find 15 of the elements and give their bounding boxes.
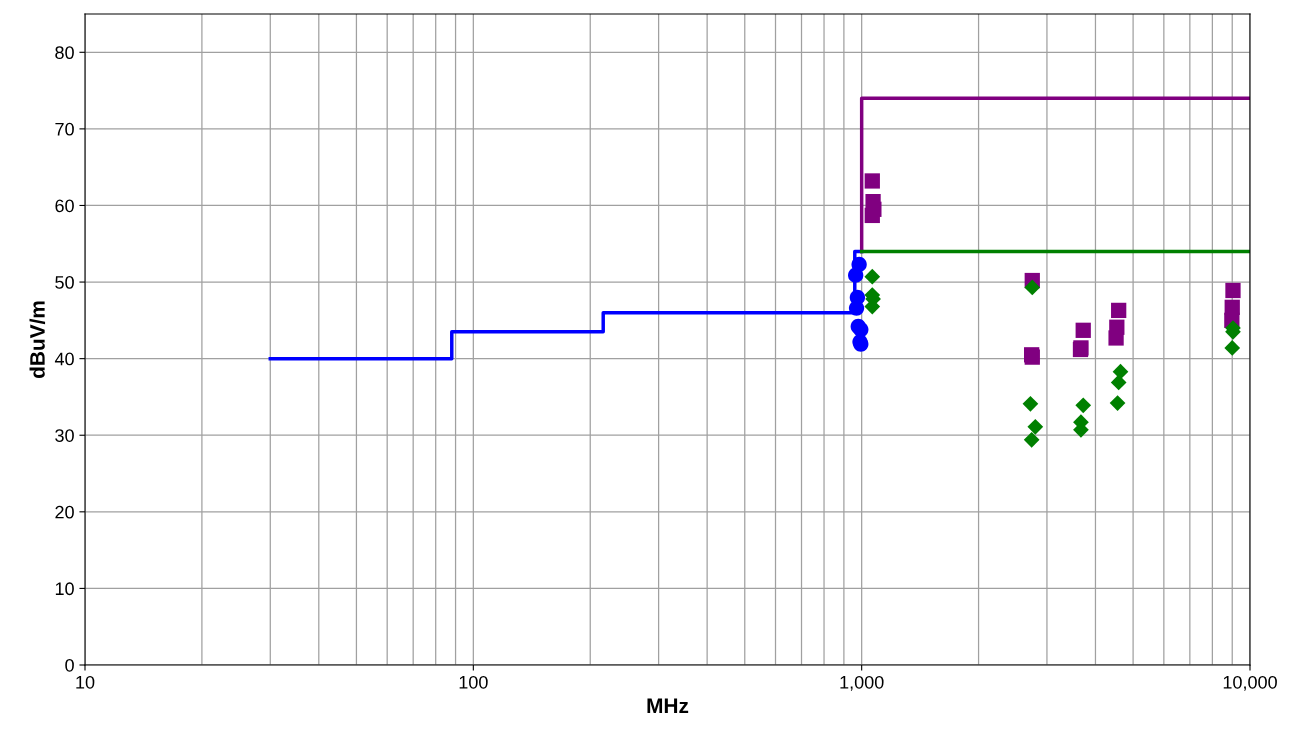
x-axis-title: MHz — [647, 698, 689, 713]
y-tick-label: 50 — [55, 275, 74, 289]
y-tick-label: 10 — [55, 582, 74, 596]
x-tick-label: 10,000 — [1223, 675, 1277, 691]
y-tick-label: 60 — [55, 199, 74, 213]
y-tick-label: 0 — [65, 658, 74, 672]
y-tick-label: 40 — [54, 352, 74, 366]
y-tick-label: 20 — [55, 505, 74, 519]
y-axis-title: dBuV/m — [29, 301, 46, 378]
y-tick-label: 30 — [55, 429, 74, 442]
y-tick-label: 80 — [55, 46, 74, 60]
x-tick-label: 1,000 — [840, 675, 884, 691]
y-tick-label: 70 — [55, 122, 74, 136]
x-tick-label: 100 — [459, 675, 488, 689]
x-tick-label: 10 — [76, 675, 95, 689]
